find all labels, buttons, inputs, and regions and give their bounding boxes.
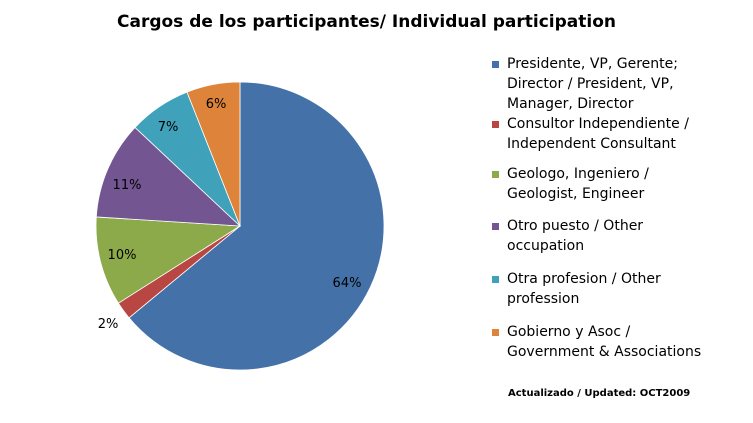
legend-item-6: Gobierno y Asoc / Government & Associati… [492,322,747,362]
legend-item-3: Geologo, Ingeniero / Geologist, Engineer [492,164,747,204]
pie-slice-4 [95,126,242,227]
legend-swatch [492,171,499,178]
legend-item-4: Otro puesto / Other occupation [492,216,747,256]
legend-item-2: Consultor Independiente / Independent Co… [492,114,747,154]
legend-item-1: Presidente, VP, Gerente; Director / Pres… [492,54,747,114]
legend-swatch [492,61,499,68]
slice-value-label-5: 7% [158,120,179,135]
legend-label: Geologo, Ingeniero / Geologist, Engineer [507,166,649,202]
pie-slice-1 [128,81,385,371]
legend-item-5: Otra profesion / Other profession [492,269,747,309]
legend-label: Otro puesto / Other occupation [507,218,644,254]
pie-chart: 64% 2% 10% 11% 7% 6% [95,81,385,371]
pie-slice-3 [95,216,242,304]
legend-label: Presidente, VP, Gerente; Director / Pres… [507,56,678,112]
pie-slice-6 [186,81,241,227]
legend-swatch [492,121,499,128]
slice-value-label-3: 10% [108,248,137,263]
legend-swatch [492,276,499,283]
slice-value-label-2: 2% [98,317,119,332]
slice-value-label-6: 6% [206,97,227,112]
slice-value-label-1: 64% [333,276,362,291]
slice-value-label-4: 11% [113,178,142,193]
legend-swatch [492,223,499,230]
legend-label: Consultor Independiente / Independent Co… [507,116,689,152]
updated-note: Actualizado / Updated: OCT2009 [508,388,691,399]
legend-label: Gobierno y Asoc / Government & Associati… [507,324,702,360]
legend-label: Otra profesion / Other profession [507,271,661,307]
legend-swatch [492,329,499,336]
chart-title: Cargos de los participantes/ Individual … [117,12,616,32]
